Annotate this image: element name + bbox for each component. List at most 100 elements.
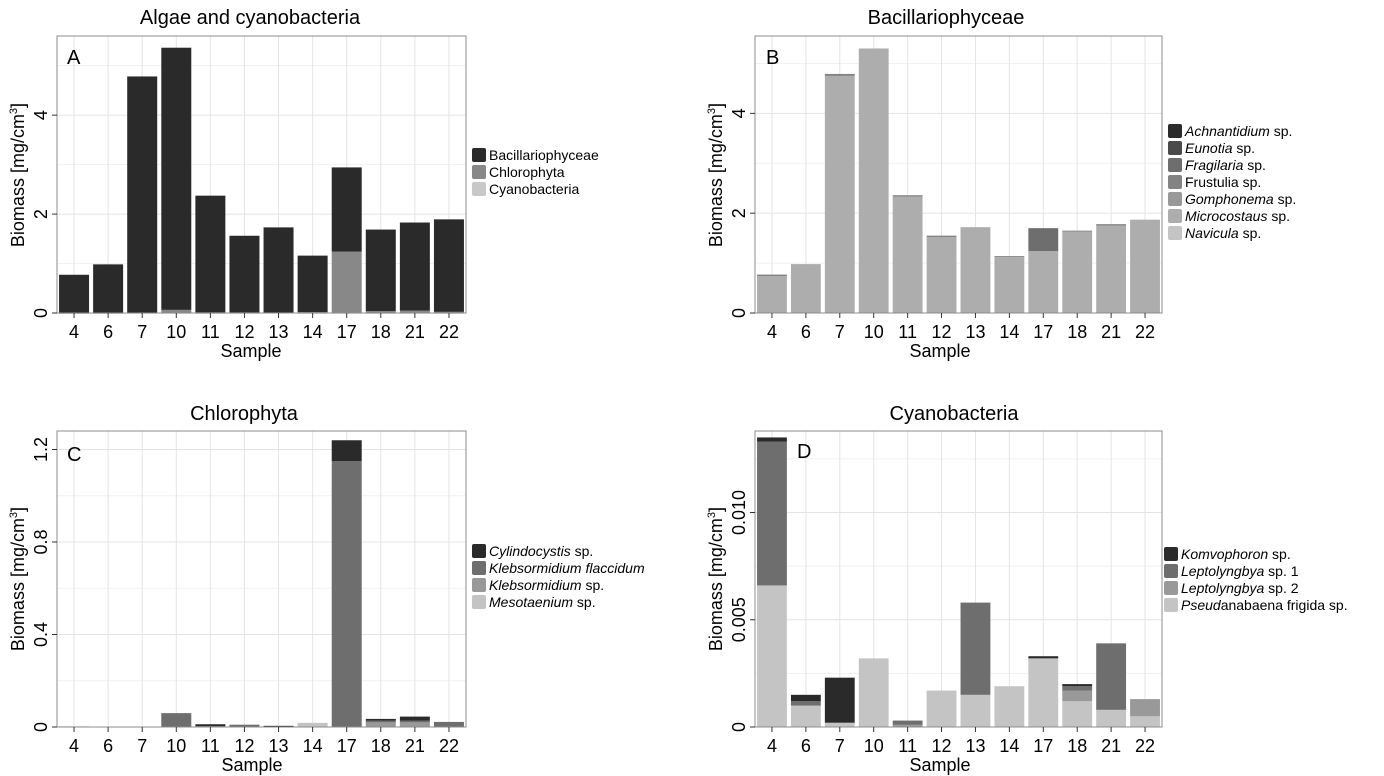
bar-segment (93, 264, 124, 313)
x-tick-label: 13 (965, 322, 985, 342)
legend-label: Fragilaria sp. (1185, 157, 1266, 173)
x-tick-label: 22 (439, 736, 459, 756)
bar-segment (1130, 699, 1160, 717)
bar-segment (757, 437, 787, 442)
panel-a: 0 2 4 4 6 7 10 11 12 13 14 17 18 21 22 Algae and cyanob… (8, 7, 599, 361)
bar-segment (1028, 228, 1059, 252)
panel-c: 0 0.4 0.8 1.2 4 6 7 10 11 12 13 14 17 18 21 22 Chlorophy… (8, 403, 645, 775)
y-tick-label: 0.010 (729, 490, 749, 535)
bar-segment (59, 274, 90, 313)
y-tick-label: 0 (729, 308, 749, 318)
panel-letter: D (797, 441, 811, 463)
bar-segment (790, 705, 821, 727)
x-tick-label: 6 (801, 736, 811, 756)
y-axis-label: Biomass [mg/cm3] (8, 103, 28, 247)
bar-segment (195, 195, 226, 313)
plot-border (56, 430, 467, 728)
x-tick-label: 11 (201, 736, 220, 756)
legend-label: Pseudanabaena frigida sp. (1181, 597, 1348, 613)
panel-title: Bacillariophyceae (868, 7, 1025, 29)
bar-segment (892, 196, 923, 313)
panel-title: Chlorophyta (190, 403, 299, 425)
x-tick-label: 6 (801, 322, 811, 342)
bar-segment (1096, 709, 1127, 727)
bar-segment (757, 274, 787, 277)
legend-swatch (1168, 175, 1182, 189)
bar-segment (1096, 225, 1127, 313)
legend-swatch (472, 578, 486, 592)
x-tick-label: 6 (103, 322, 113, 342)
plot-border (56, 35, 467, 314)
x-tick-label: 13 (965, 736, 985, 756)
x-tick-label: 22 (1135, 736, 1155, 756)
x-tick-label: 12 (234, 322, 254, 342)
x-tick-label: 6 (103, 736, 113, 756)
bar-segment (399, 222, 430, 311)
bar-segment (790, 264, 821, 313)
bar-segment (331, 167, 362, 252)
bar-segment (824, 73, 855, 76)
bar-segment (365, 229, 396, 312)
bar-segment (1062, 231, 1093, 313)
bar-segment (994, 256, 1025, 258)
legend-swatch (472, 544, 486, 558)
x-tick-label: 14 (999, 736, 1019, 756)
plot-area (755, 431, 1162, 727)
x-tick-label: 10 (864, 736, 884, 756)
y-tick-label: 2 (729, 208, 749, 218)
x-tick-label: 11 (201, 322, 220, 342)
y-tick-label: 0.8 (31, 529, 51, 554)
x-tick-label: 10 (166, 322, 186, 342)
bar-segment (297, 722, 328, 727)
legend-label: Cyanobacteria (489, 181, 579, 197)
legend-swatch (1164, 547, 1178, 561)
bar-segment (994, 257, 1025, 313)
bar-segment (858, 48, 889, 313)
x-tick-label: 17 (337, 736, 357, 756)
legend-swatch (472, 165, 486, 179)
x-tick-label: 13 (269, 322, 289, 342)
x-axis-label: Sample (909, 755, 970, 775)
bar-segment (365, 720, 396, 723)
legend: BacillariophyceaeChlorophytaCyanobacteri… (472, 147, 599, 197)
plot-border (754, 430, 1163, 728)
legend-swatch (1168, 226, 1182, 240)
bar-segment (1028, 656, 1059, 659)
y-tick-label: 2 (31, 209, 51, 219)
bar-segment (365, 722, 396, 727)
bar-segment (433, 721, 464, 727)
x-tick-label: 7 (835, 322, 845, 342)
x-tick-label: 4 (69, 322, 79, 342)
bar-segment (790, 701, 821, 706)
panel-title: Algae and cyanobacteria (140, 7, 361, 29)
legend-swatch (1164, 581, 1178, 595)
x-tick-label: 12 (932, 736, 952, 756)
bar-segment (229, 235, 260, 313)
bar-segment (1062, 686, 1093, 691)
x-tick-label: 17 (1033, 322, 1053, 342)
legend-swatch (472, 561, 486, 575)
y-tick-label: 4 (729, 108, 749, 118)
legend-label: Eunotia sp. (1185, 140, 1255, 156)
x-tick-label: 13 (269, 736, 289, 756)
x-tick-label: 18 (371, 736, 391, 756)
x-axis-label: Sample (221, 755, 282, 775)
x-tick-label: 17 (1033, 736, 1053, 756)
legend-label: Cylindocystis sp. (489, 543, 593, 559)
y-axis-label: Biomass [mg/cm3] (8, 507, 28, 651)
bar-segment (433, 219, 464, 312)
x-tick-label: 11 (898, 322, 917, 342)
bar-segment (892, 195, 923, 197)
y-tick-label: 1.2 (31, 437, 51, 462)
legend-label: Mesotaenium sp. (489, 594, 596, 610)
bar-segment (229, 724, 260, 727)
bar-segment (1096, 643, 1127, 710)
bar-segment (892, 720, 923, 725)
plot-border (754, 35, 1163, 314)
bar-segment (757, 585, 787, 727)
bar-segment (824, 722, 855, 727)
legend-label: Klebsormidium sp. (489, 577, 604, 593)
bar-segment (1062, 684, 1093, 687)
bar-segment (297, 312, 328, 313)
x-tick-label: 14 (303, 736, 323, 756)
